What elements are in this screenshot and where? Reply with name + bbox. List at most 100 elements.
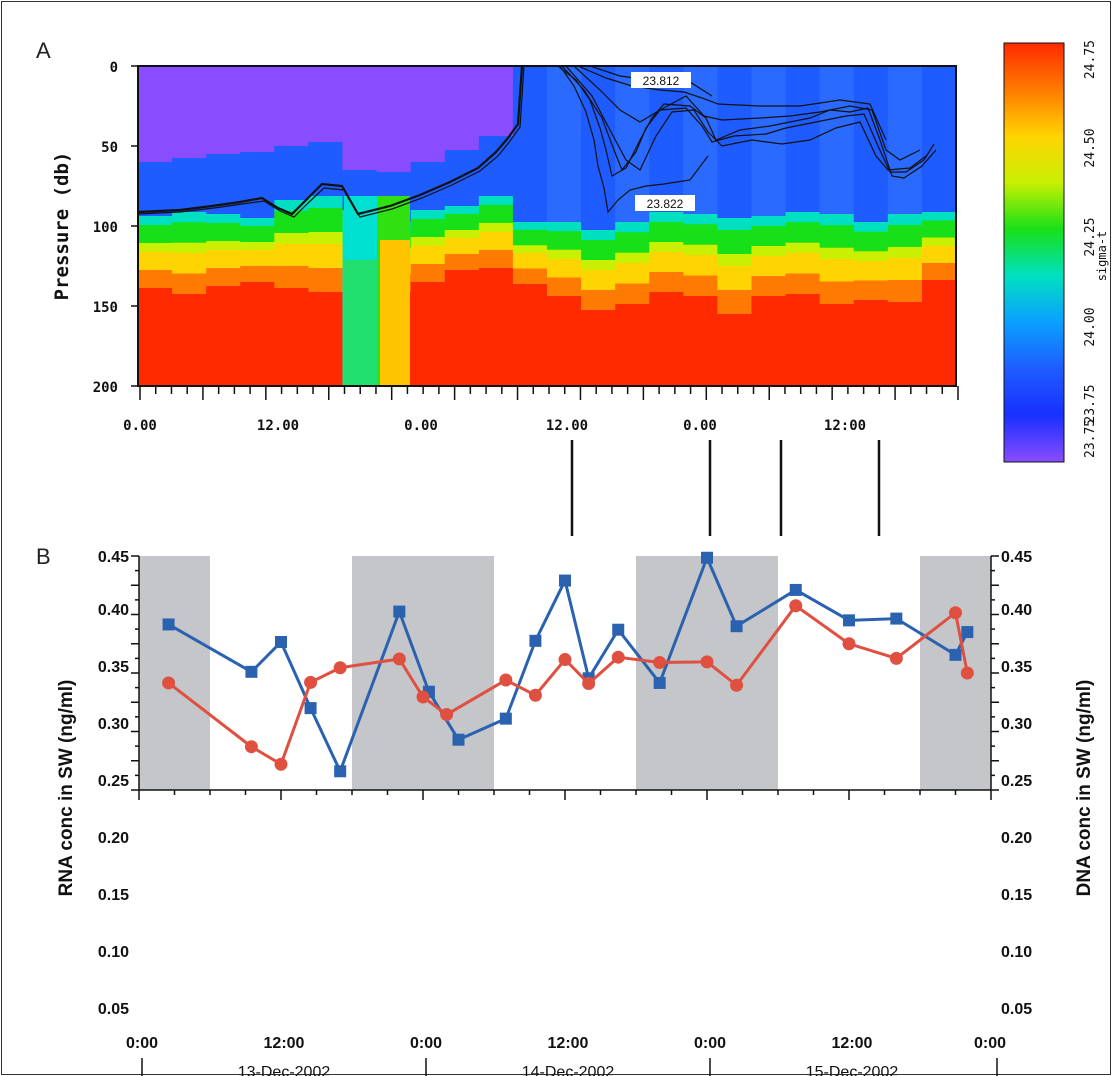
data-point [653,655,667,669]
heatmap-cell [172,294,208,386]
data-point [528,688,542,702]
heatmap-cell [138,252,174,262]
heatmap-cell [717,66,753,218]
panel-a-label: A [36,38,51,63]
heatmap-cell [308,292,344,386]
heatmap-cell [478,250,514,260]
heatmap-cell [547,249,583,260]
heatmap-cell [887,225,923,237]
heatmap-cell [581,240,617,251]
heatmap-cells [138,66,956,386]
data-point [701,551,713,564]
heatmap-cell [581,310,617,386]
heatmap-cell [751,256,787,267]
date-label: 13-Dec-2002 [238,1064,331,1076]
heatmap-cell [240,258,276,267]
heatmap-cell [819,225,855,238]
heatmap-cell [853,300,889,386]
colorbar-title: sigma-t [1095,231,1109,282]
contour-label-text: 23.822 [647,197,684,211]
data-point [162,676,176,690]
heatmap-cell [308,208,344,221]
heatmap-cell [887,280,923,292]
heatmap-cell [410,66,446,162]
heatmap-cell [240,266,276,275]
heatmap-cell [785,232,821,244]
panel-b-x-tick-marks [138,790,992,800]
heatmap-cell [819,281,855,294]
sampling-connector-lines [570,440,881,536]
y-left-tick-label: 0.40 [98,602,129,619]
data-point [304,675,318,689]
panel-a-y-title: Pressure (db) [51,152,73,301]
heatmap-cell [138,270,174,280]
heatmap-cell [478,205,514,215]
heatmap-cell [138,225,174,235]
y-left-tick-label: 0.30 [98,716,129,733]
heatmap-cell [887,236,923,248]
heatmap-cell [478,241,514,251]
heatmap-cell [921,212,956,222]
panel-a-y-tick-marks [131,65,138,387]
heatmap-cell [512,276,548,285]
heatmap-cell [581,250,617,261]
heatmap-cell [206,223,242,233]
heatmap-cell [206,214,242,224]
data-point [843,614,855,627]
data-point [889,651,903,665]
heatmap-cell [240,66,276,152]
heatmap-cell [512,284,548,386]
heatmap-cell [138,243,174,253]
y-left-tick-label: 0.25 [98,773,129,790]
heatmap-cell [819,292,855,305]
heatmap-cell [751,286,787,297]
heatmap-cell [683,265,719,277]
contour-line [577,66,887,141]
y-right-tick-label: 0.30 [1001,716,1032,733]
heatmap-cell [615,232,651,244]
heatmap-cell [887,269,923,281]
heatmap-cell [887,291,923,303]
heatmap-cell [853,290,889,301]
y-tick-label: 150 [93,300,118,316]
heatmap-cell [240,234,276,243]
data-point [961,626,974,639]
heatmap-cell [478,268,514,386]
x-tick-label: 12.00 [546,418,588,434]
data-point [440,708,454,722]
heatmap-cell [547,277,583,288]
heatmap-cell [921,237,956,247]
heatmap-cell [683,255,719,267]
x-tick-label: 12:00 [264,1035,305,1052]
data-point [730,678,744,692]
panel-b-y-right-ticks: 0.45 0.40 0.35 0.30 0.25 0.20 0.15 0.10 … [1001,549,1032,1018]
heatmap-cell [683,234,719,246]
heatmap-cell [921,271,956,281]
x-tick-label: 0:00 [126,1035,158,1052]
heatmap-cell [751,266,787,277]
heatmap-cell [785,253,821,265]
heatmap-cell [785,263,821,275]
heatmap-cell [512,222,548,231]
contour-label-1: 23.812 [631,72,691,88]
data-point [452,733,465,746]
heatmap-cell [138,66,174,162]
heatmap-cell [547,268,583,279]
heatmap-cell [785,242,821,254]
heatmap-cell [649,292,685,386]
heatmap-cell [478,259,514,269]
heatmap-cell [887,258,923,270]
contour-label-text: 23.812 [643,74,680,88]
heatmap-cell [444,254,480,263]
heatmap-cell [581,290,617,301]
heatmap-cell [921,254,956,264]
heatmap-cell [581,260,617,271]
data-point [949,606,962,620]
heatmap-cell [410,219,446,229]
heatmap-cell [547,231,583,242]
heatmap-cell [615,222,651,234]
heatmap-cell [344,260,377,386]
heatmap-cell [649,242,685,253]
heatmap-cell [547,286,583,297]
heatmap-cell [547,240,583,251]
